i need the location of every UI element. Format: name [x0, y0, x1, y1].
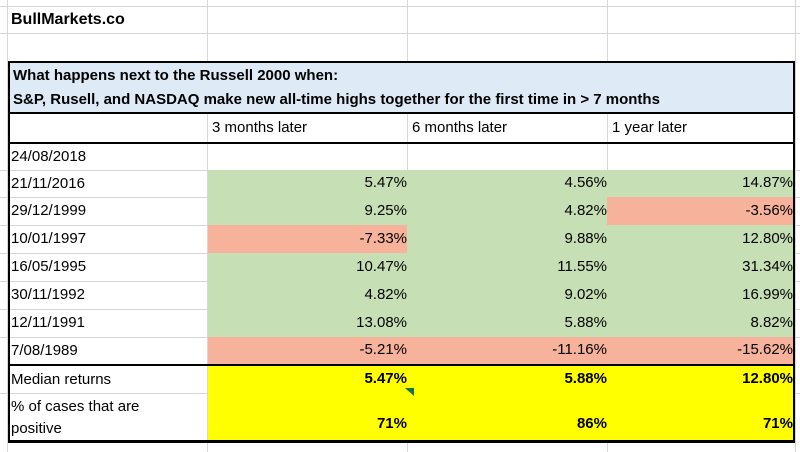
date-cell[interactable]: 7/08/1989 [11, 342, 78, 359]
cell-fill [208, 253, 407, 281]
return-cell[interactable]: 5.88% [564, 314, 607, 331]
return-cell[interactable]: 8.82% [750, 314, 793, 331]
median-returns-label[interactable]: Median returns [11, 371, 112, 388]
cell-fill [208, 170, 407, 197]
median-cell[interactable]: 5.88% [564, 370, 607, 387]
percent-positive-cell[interactable]: 71% [376, 415, 407, 432]
return-cell[interactable]: -3.56% [745, 202, 793, 219]
percent-positive-label[interactable]: % of cases that are positive [11, 398, 140, 437]
column-header-3-months[interactable]: 3 months later [212, 119, 308, 136]
cell-fill [407, 309, 607, 337]
cell-fill [208, 337, 407, 364]
return-cell[interactable]: -7.33% [359, 230, 407, 247]
gridline-h [0, 33, 800, 34]
return-cell[interactable]: 14.87% [742, 174, 793, 191]
return-cell[interactable]: 10.47% [356, 258, 407, 275]
cell-fill [407, 170, 607, 197]
cell-fill [208, 281, 407, 309]
table-border [8, 61, 795, 63]
column-header-1-year[interactable]: 1 year later [612, 119, 688, 136]
gridline-v [207, 0, 208, 452]
cell-fill [208, 197, 407, 225]
error-indicator-icon [405, 388, 414, 396]
cell-fill [607, 337, 793, 364]
date-cell[interactable]: 21/11/2016 [11, 175, 85, 192]
title-block[interactable] [10, 63, 793, 112]
gridline-v [795, 0, 796, 452]
cell-fill [607, 281, 793, 309]
title-line-1: What happens next to the Russell 2000 wh… [13, 67, 339, 84]
brand-cell[interactable]: BullMarkets.co [11, 11, 125, 28]
cell-fill [407, 197, 607, 225]
return-cell[interactable]: 31.34% [742, 258, 793, 275]
cell-fill [607, 197, 793, 225]
column-header-6-months[interactable]: 6 months later [412, 119, 508, 136]
return-cell[interactable]: 16.99% [742, 286, 793, 303]
table-title: What happens next to the Russell 2000 wh… [13, 63, 791, 112]
cell-fill [607, 309, 793, 337]
return-cell[interactable]: 5.47% [364, 174, 407, 191]
table-border [8, 364, 795, 366]
return-cell[interactable]: -15.62% [737, 341, 793, 358]
table-border [8, 112, 795, 114]
gridline-h [0, 6, 800, 7]
table-border [8, 142, 795, 144]
date-cell[interactable]: 12/11/1991 [11, 314, 85, 331]
return-cell[interactable]: 13.08% [356, 314, 407, 331]
table-border [8, 61, 10, 443]
median-cell[interactable]: 12.80% [742, 370, 793, 387]
date-cell[interactable]: 30/11/1992 [11, 286, 85, 303]
gridline-v [7, 0, 8, 452]
cell-fill [407, 225, 607, 253]
cell-fill [607, 225, 793, 253]
return-cell[interactable]: 9.02% [564, 286, 607, 303]
cell-fill [407, 281, 607, 309]
return-cell[interactable]: -5.21% [359, 341, 407, 358]
table-border [793, 61, 795, 443]
percent-positive-cell[interactable]: 86% [576, 415, 607, 432]
table-border [8, 440, 795, 443]
return-cell[interactable]: 4.82% [364, 286, 407, 303]
date-cell[interactable]: 24/08/2018 [11, 148, 87, 165]
return-cell[interactable]: 4.82% [564, 202, 607, 219]
title-line-2: S&P, Rusell, and NASDAQ make new all-tim… [13, 91, 660, 108]
percent-positive-cell[interactable]: 71% [762, 415, 793, 432]
return-cell[interactable]: 4.56% [564, 174, 607, 191]
median-cell[interactable]: 5.47% [364, 370, 407, 387]
cell-fill [407, 253, 607, 281]
date-cell[interactable]: 29/12/1999 [11, 202, 87, 219]
summary-fill [208, 366, 793, 440]
return-cell[interactable]: 11.55% [557, 258, 607, 275]
date-cell[interactable]: 10/01/1997 [11, 230, 87, 247]
return-cell[interactable]: 9.25% [364, 202, 407, 219]
return-cell[interactable]: -11.16% [552, 341, 607, 358]
cell-fill [607, 253, 793, 281]
return-cell[interactable]: 12.80% [742, 230, 793, 247]
cell-fill [208, 225, 407, 253]
return-cell[interactable]: 9.88% [564, 230, 607, 247]
cell-fill [208, 309, 407, 337]
date-cell[interactable]: 16/05/1995 [11, 258, 87, 275]
cell-fill [407, 337, 607, 364]
cell-fill [607, 170, 793, 197]
